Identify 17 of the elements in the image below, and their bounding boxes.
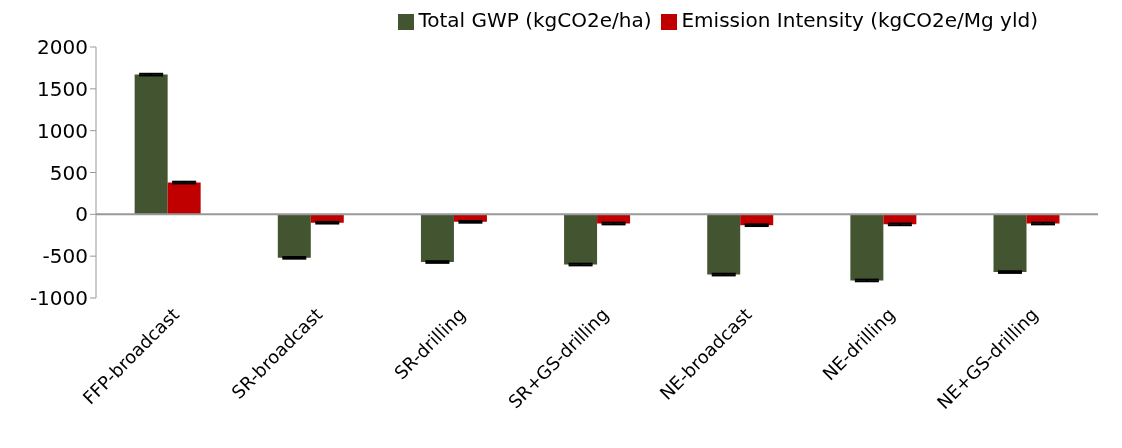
bar xyxy=(707,214,741,275)
y-tick-label: 500 xyxy=(49,160,88,185)
bar xyxy=(850,214,884,281)
legend-label: Emission Intensity (kgCO2e/Mg yld) xyxy=(681,8,1038,32)
bar xyxy=(420,214,454,263)
bar xyxy=(134,74,168,215)
y-tick-label: 1500 xyxy=(37,76,88,101)
bar xyxy=(564,214,598,265)
y-tick-label: 0 xyxy=(75,202,88,227)
bar xyxy=(277,214,311,258)
y-tick-label: 2000 xyxy=(37,35,88,60)
legend-label: Total GWP (kgCO2e/ha) xyxy=(418,8,652,32)
y-tick-label: -1000 xyxy=(29,286,88,311)
bar xyxy=(993,214,1027,273)
y-tick-label: -500 xyxy=(42,244,88,269)
y-tick-label: 1000 xyxy=(37,118,88,143)
bar xyxy=(167,182,201,215)
